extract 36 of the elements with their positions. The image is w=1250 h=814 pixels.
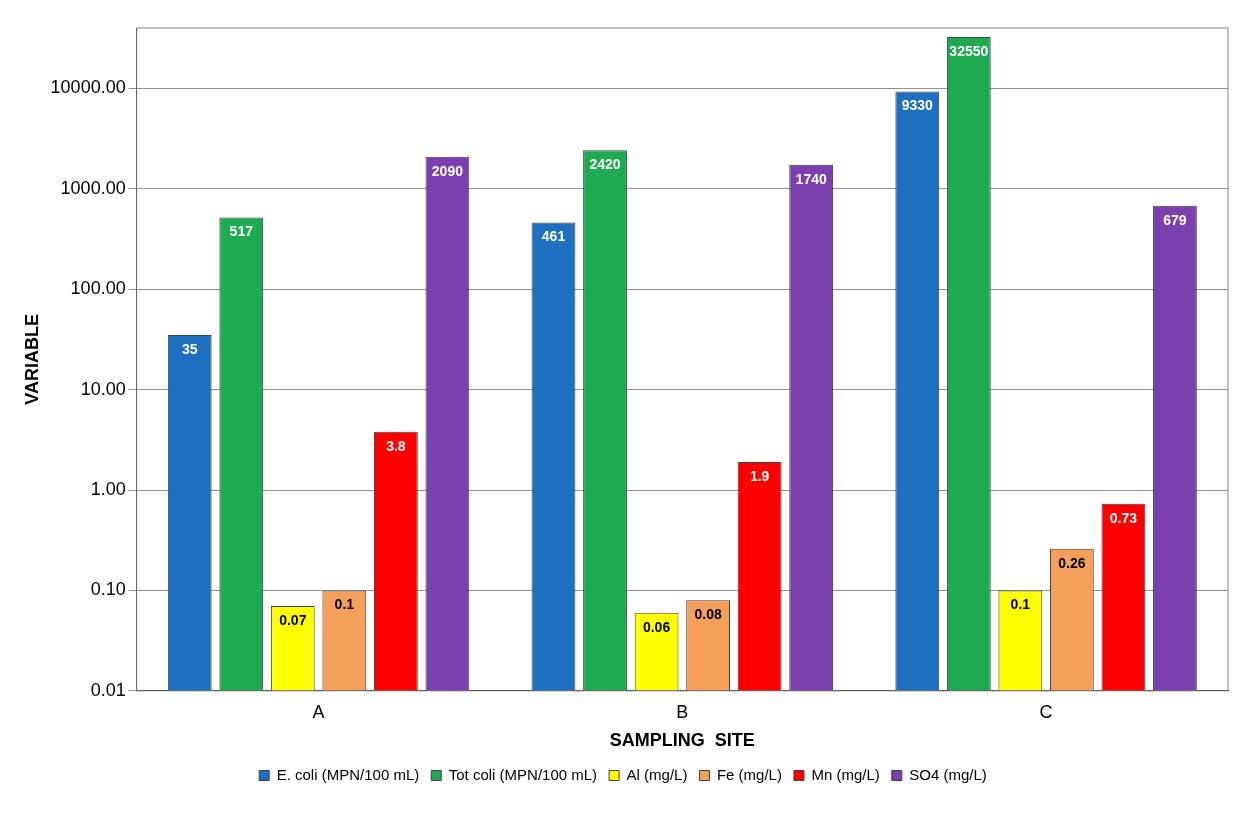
y-tick-label: 0.10 xyxy=(90,579,126,600)
data-label: 679 xyxy=(1163,211,1187,228)
data-label: 0.08 xyxy=(694,606,722,622)
data-label: 461 xyxy=(541,228,566,245)
legend-label: Tot coli (MPN/100 mL) xyxy=(448,765,598,783)
legend-label: Mn (mg/L) xyxy=(811,765,880,783)
data-label: 2090 xyxy=(431,162,464,179)
data-label: 0.06 xyxy=(642,618,671,635)
data-label: 0.26 xyxy=(1058,554,1086,571)
y-tick-label: 1000.00 xyxy=(60,177,126,198)
x-tick-label: B xyxy=(676,701,689,722)
data-label: 1.9 xyxy=(749,467,770,484)
y-tick-label: 10000.00 xyxy=(50,77,126,98)
data-label: 1740 xyxy=(795,170,827,187)
data-label: 517 xyxy=(229,223,254,240)
data-label: 0.07 xyxy=(279,611,307,628)
y-tick-label: 0.01 xyxy=(90,679,126,700)
data-label: 3.8 xyxy=(386,437,406,454)
data-label: 9330 xyxy=(901,97,934,114)
x-tick-label: C xyxy=(1039,701,1053,722)
x-axis-title: SAMPLING SITE xyxy=(609,730,755,751)
x-tick-label: A xyxy=(312,701,325,722)
legend-label: SO4 (mg/L) xyxy=(909,765,987,783)
data-label: 0.1 xyxy=(1010,596,1031,613)
legend-label: E. coli (MPN/100 mL) xyxy=(276,765,420,783)
legend-label: Fe (mg/L) xyxy=(716,765,782,783)
y-tick-label: 1.00 xyxy=(90,478,126,499)
y-tick-label: 10.00 xyxy=(80,378,126,399)
y-tick-label: 100.00 xyxy=(70,278,126,299)
data-label: 0.1 xyxy=(334,596,355,613)
legend-label: Al (mg/L) xyxy=(626,765,688,783)
data-label: 0.73 xyxy=(1109,509,1138,526)
y-axis-title: VARIABLE xyxy=(21,314,42,405)
data-label: 32550 xyxy=(949,42,989,59)
data-label: 2420 xyxy=(589,156,621,173)
data-label: 35 xyxy=(181,340,198,357)
